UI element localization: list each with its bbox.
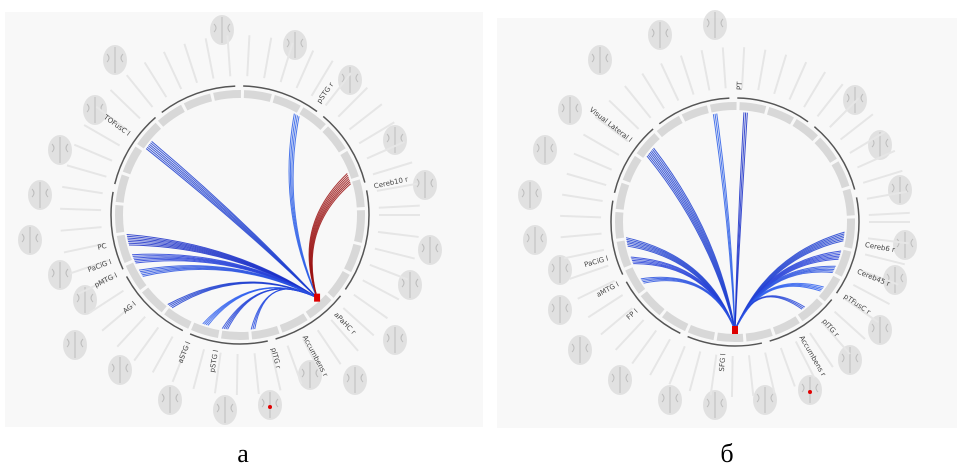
brain-highlight xyxy=(808,390,812,394)
page: {"panels": [ {"caption": "а", "labels": … xyxy=(0,0,963,471)
seed-region xyxy=(314,294,320,302)
figure: а б TOFusC lPCPaCiG lpMTG lAG lpSTG rCer… xyxy=(0,0,963,471)
panel-a-background xyxy=(5,12,483,427)
panel-caption: б xyxy=(720,439,733,468)
brain-highlight xyxy=(268,405,272,409)
faint-label xyxy=(237,354,238,395)
panel-caption: а xyxy=(237,439,249,468)
region-label: SFG l xyxy=(718,353,728,372)
faint-label xyxy=(732,356,733,397)
region-label: PT xyxy=(736,81,744,90)
seed-region xyxy=(732,326,738,334)
